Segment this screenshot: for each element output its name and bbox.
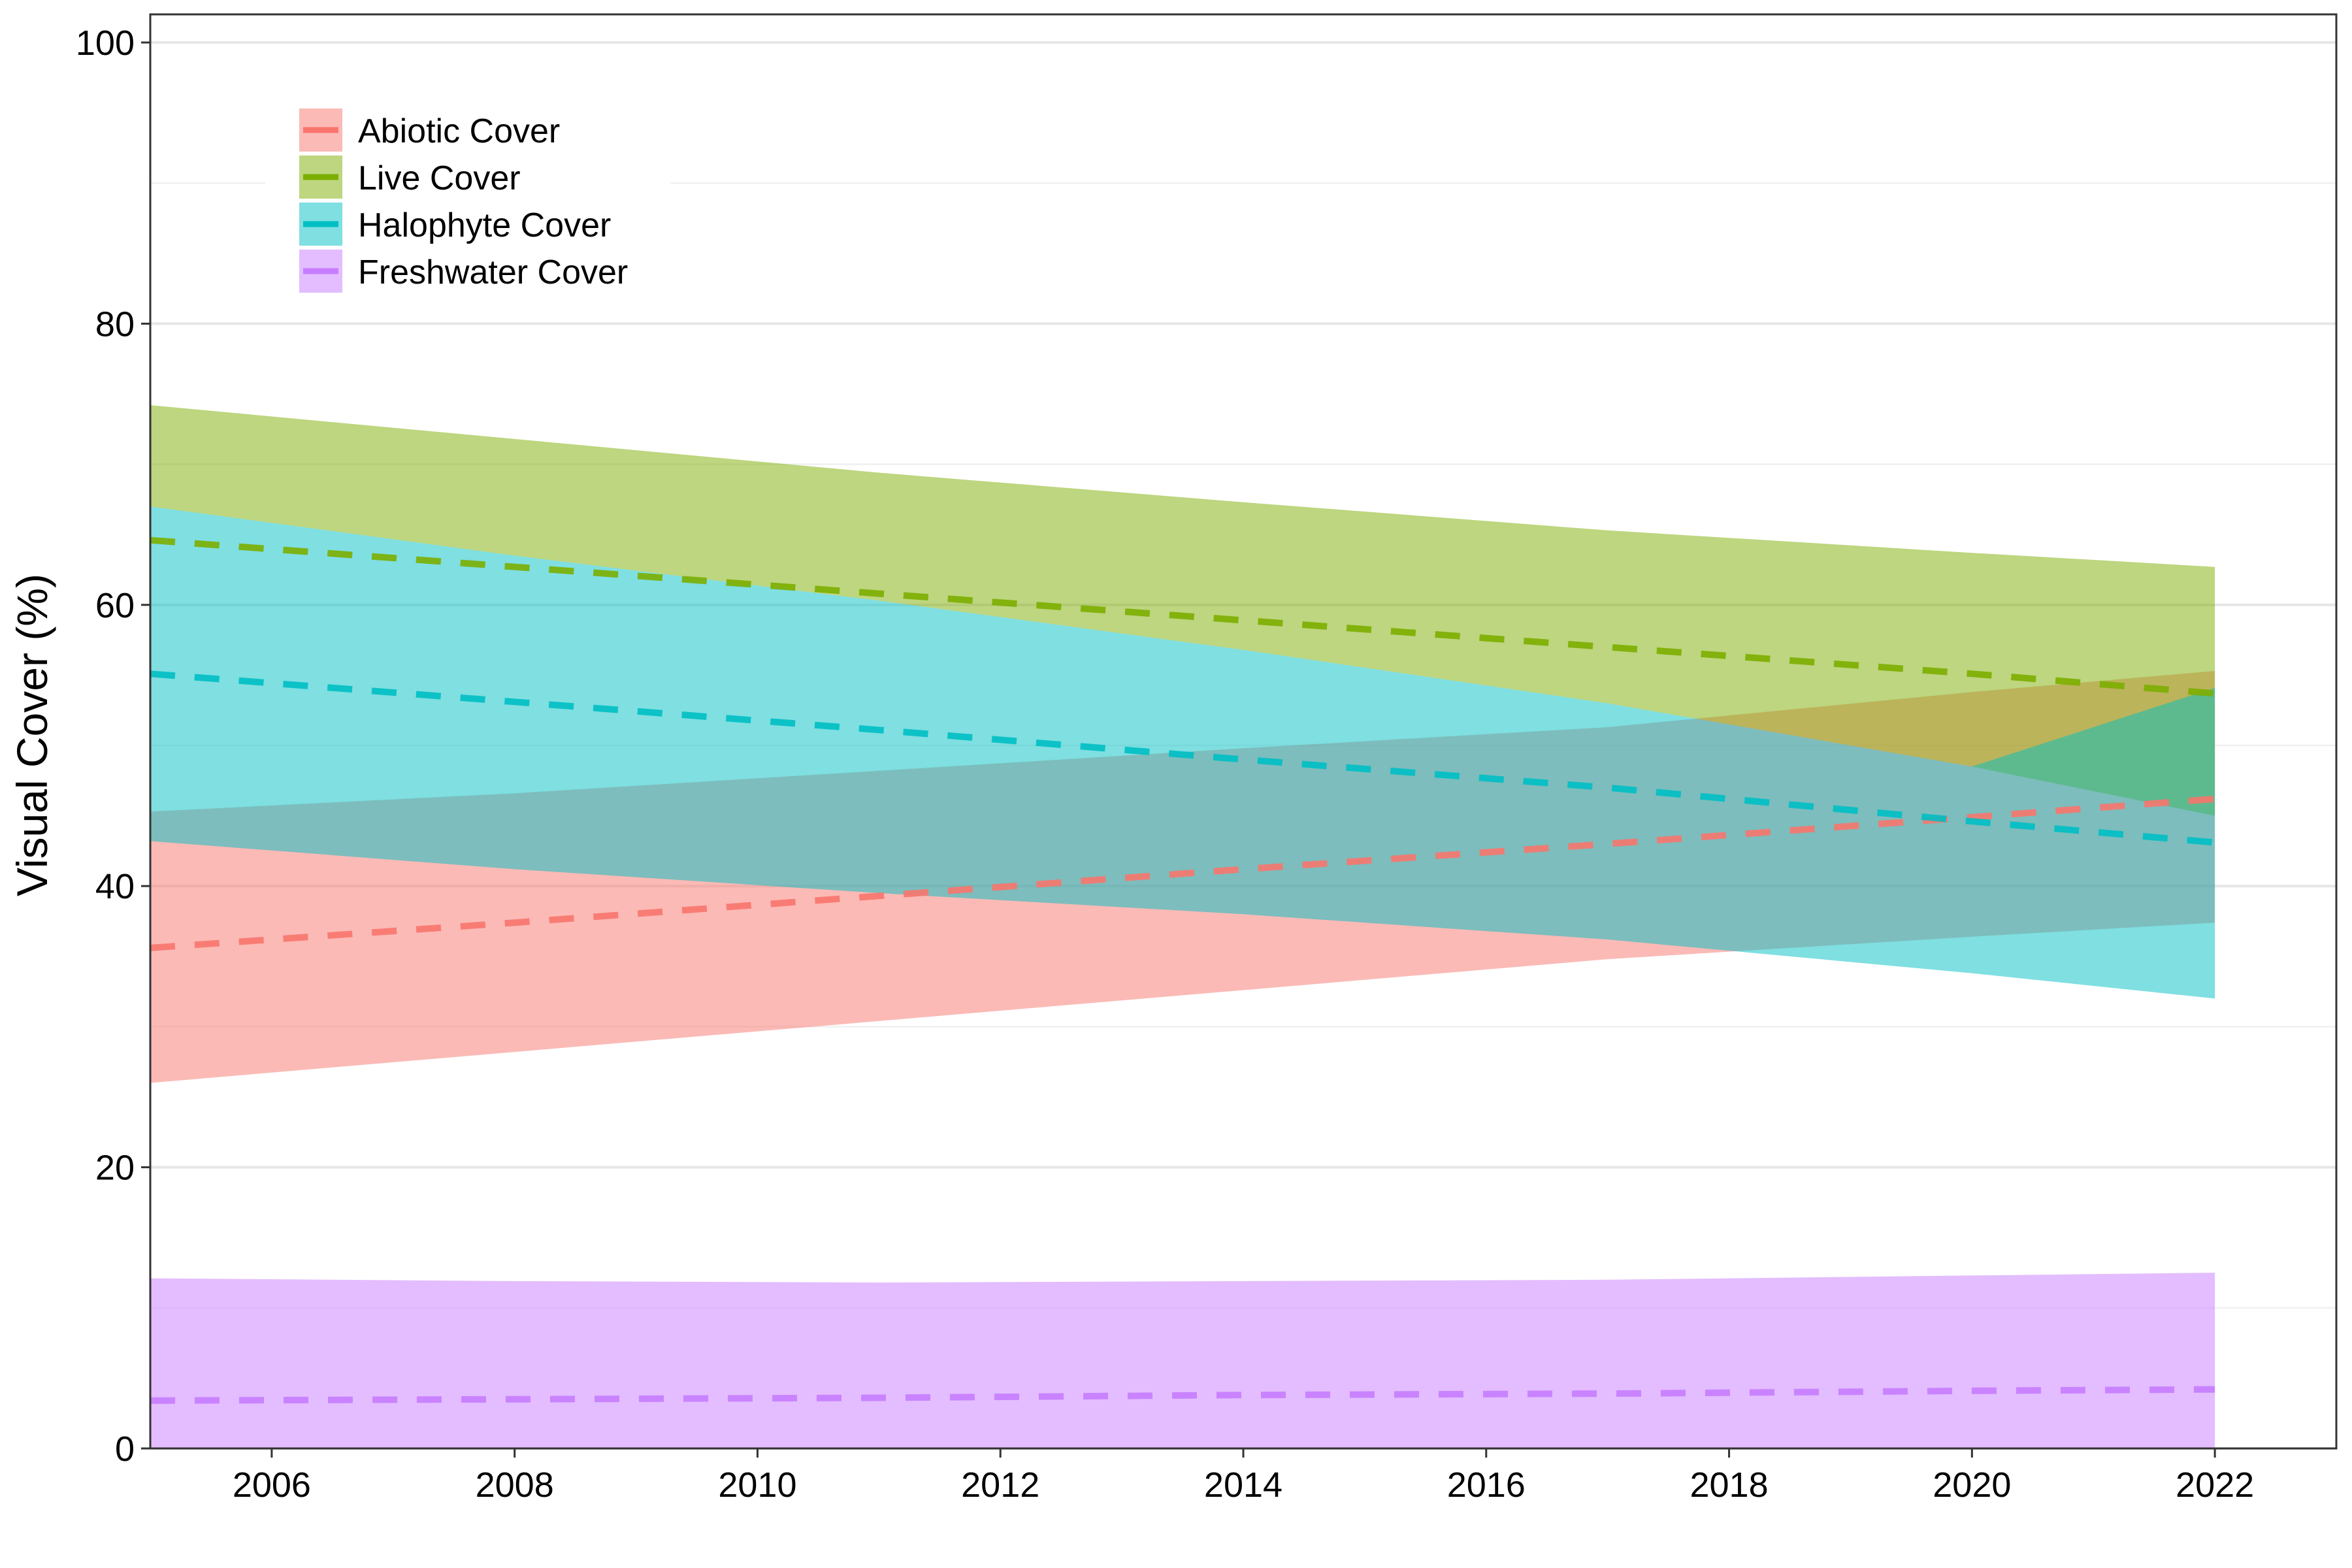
trend-line-live-cover (150, 536, 2215, 697)
x-tick-label: 2014 (1204, 1465, 1282, 1505)
x-tick-label: 2018 (1690, 1465, 1768, 1505)
trend-line-abiotic-cover (150, 795, 2215, 951)
y-tick-label: 0 (115, 1429, 135, 1469)
y-tick-label: 100 (76, 24, 135, 63)
trend-line-layer (150, 536, 2215, 1404)
ribbon-layer (150, 405, 2215, 1448)
legend-label: Freshwater Cover (358, 253, 628, 291)
legend-label: Abiotic Cover (358, 112, 560, 150)
legend-label: Live Cover (358, 159, 521, 197)
ribbon-live-cover (150, 405, 2215, 816)
y-tick-label: 80 (95, 304, 135, 344)
x-tick-label: 2010 (718, 1465, 796, 1505)
x-tick-label: 2008 (476, 1465, 554, 1505)
y-tick-label: 20 (95, 1149, 135, 1188)
x-tick-label: 2022 (2176, 1465, 2254, 1505)
y-tick-label: 40 (95, 867, 135, 906)
x-tick-label: 2006 (233, 1465, 311, 1505)
y-tick-label: 60 (95, 586, 135, 625)
trend-line-halophyte-cover (150, 670, 2215, 846)
legend: Abiotic Cover Live Cover Halophyte Cover Fr… (265, 94, 670, 299)
legend-label: Halophyte Cover (358, 206, 611, 244)
x-tick-label: 2020 (1933, 1465, 2011, 1505)
axis-layer: 0 20 40 60 80 100 2006 2008 2010 2012 2014 2016 2018… (76, 13, 2338, 1505)
x-tick-label: 2012 (961, 1465, 1039, 1505)
x-tick-label: 2016 (1447, 1465, 1526, 1505)
ribbon-freshwater-cover (150, 1273, 2215, 1448)
trend-line-freshwater-cover (150, 1386, 2215, 1404)
y-axis-title: Visual Cover (%) (8, 574, 56, 896)
